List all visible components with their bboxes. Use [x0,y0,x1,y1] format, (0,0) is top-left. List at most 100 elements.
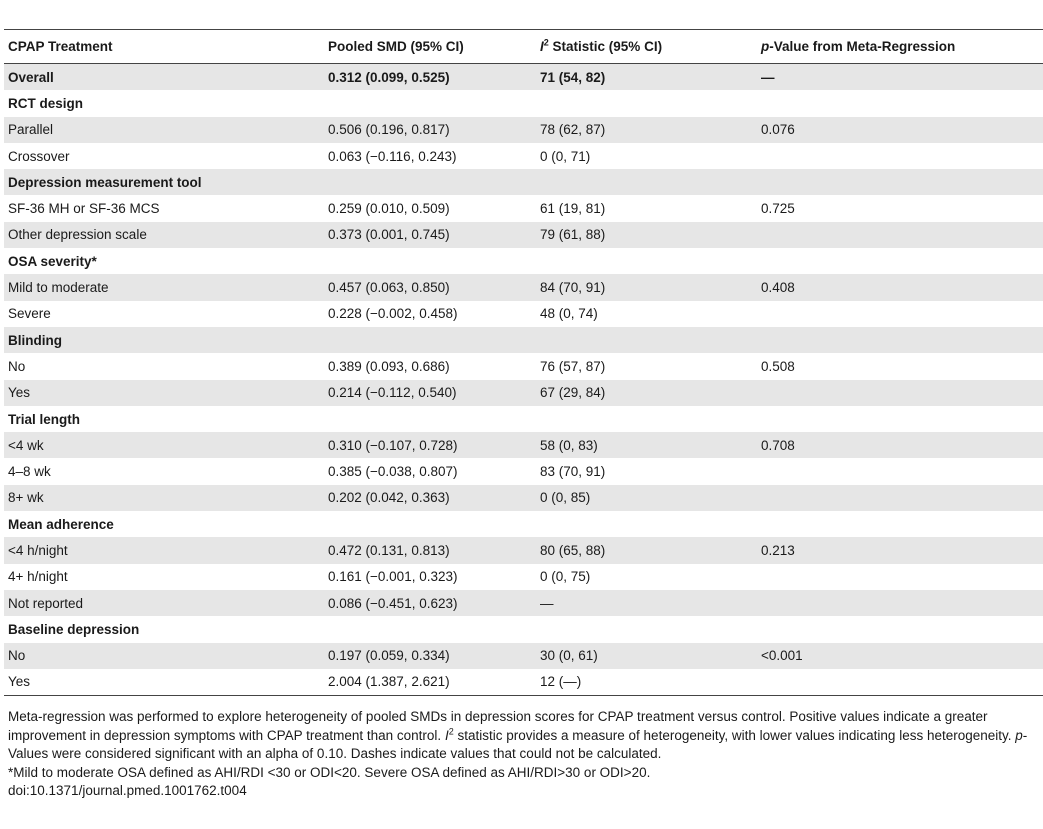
row-i2-cell: 0 (0, 75) [540,569,591,585]
row-i2-cell [536,169,757,196]
row-label-cell: 4+ h/night [8,569,68,585]
results-table: CPAP Treatment Pooled SMD (95% CI) I2 St… [4,30,1043,697]
row-smd-cell: 0.389 (0.093, 0.686) [328,358,450,374]
row-smd-cell [324,248,536,274]
header-i2-italic: I [540,39,544,54]
row-smd-cell: 0.197 (0.059, 0.334) [324,642,536,669]
row-i2-cell: 30 (0, 61) [536,642,757,669]
footnote-methods: Meta-regression was performed to explore… [8,708,1042,764]
table-row: Severe 0.228 (−0.002, 0.458) 48 (0, 74) [4,301,1043,327]
table-row: 4+ h/night 0.161 (−0.001, 0.323) 0 (0, 75) [4,564,1043,590]
row-p-value-cell: 0.213 [757,537,1043,564]
row-i2-cell: 48 (0, 74) [540,306,598,322]
row-label-cell: OSA severity* [8,253,97,269]
header-i2-sup: 2 [543,37,549,48]
row-p-value-cell: 0.708 [757,432,1043,459]
table-container: CPAP Treatment Pooled SMD (95% CI) I2 St… [0,29,1043,801]
row-i2-cell [536,406,757,432]
row-smd-cell: 0.385 (−0.038, 0.807) [328,464,458,480]
row-smd-cell [324,169,536,196]
table-row: Yes 0.214 (−0.112, 0.540) 67 (29, 84) [4,379,1043,406]
table-row: SF-36 MH or SF-36 MCS 0.259 (0.010, 0.509… [4,195,1043,221]
row-i2-cell: 83 (70, 91) [540,464,606,480]
row-label-cell: Overall [4,63,324,91]
row-p-value-cell: 0.408 [757,274,1043,301]
row-p-value-cell [757,484,1043,512]
row-i2-cell [536,511,757,537]
table-row: <4 wk 0.310 (−0.107, 0.728) 58 (0, 83) 0.70… [4,432,1043,459]
row-label-cell: Yes [4,668,324,697]
table-group-row: RCT design [4,90,1043,116]
row-i2-cell [536,248,757,274]
row-label-cell: 4–8 wk [8,464,51,480]
footnote-methods-i: I [444,727,449,743]
table-row: Parallel 0.506 (0.196, 0.817) 78 (62, 87) 0… [4,116,1043,143]
row-i2-cell: 76 (57, 87) [540,358,606,374]
table-row: Yes 2.004 (1.387, 2.621) 12 (—) [4,668,1043,697]
row-smd-cell: 0.259 (0.010, 0.509) [328,201,450,217]
row-smd-cell: 2.004 (1.387, 2.621) [324,668,536,697]
footnote-methods-c: -Values were considered significant with… [8,727,1028,762]
row-i2-cell: 0 (0, 71) [540,148,591,164]
row-label-cell: Baseline depression [8,621,140,637]
table-group-row: Overall 0.312 (0.099, 0.525) 71 (54, 82) — [4,63,1043,91]
header-pooled-smd: Pooled SMD (95% CI) [324,30,536,64]
row-p-value-cell [757,406,1043,432]
row-p-value-cell [757,90,1043,116]
row-smd-cell: 0.506 (0.196, 0.817) [324,116,536,143]
row-p-value-cell [757,169,1043,196]
row-p-value-cell: 0.508 [761,358,795,374]
row-p-value-cell [757,668,1043,697]
footnote-methods-p: p [1015,727,1023,743]
footnote-methods-a: Meta-regression was performed to explore… [8,709,988,743]
table-row: <4 h/night 0.472 (0.131, 0.813) 80 (65, 88… [4,537,1043,564]
row-i2-cell [536,90,757,116]
row-smd-cell: 0.457 (0.063, 0.850) [324,274,536,301]
row-label-cell: SF-36 MH or SF-36 MCS [8,201,160,217]
row-label-cell: Crossover [8,148,70,164]
row-smd-cell [324,326,536,354]
row-smd-cell [324,406,536,432]
row-p-value-cell [757,564,1043,590]
table-group-row: Depression measurement tool [4,169,1043,196]
row-p-value-cell [757,616,1043,642]
row-p-value-cell: 0.076 [757,116,1043,143]
row-p-value-cell: — [757,63,1043,91]
row-p-value-cell [757,143,1043,169]
table-group-row: Baseline depression [4,616,1043,642]
doi-link[interactable]: doi:10.1371/journal.pmed.1001762.t004 [8,783,247,799]
row-label-cell: Severe [8,306,51,322]
table-group-row: Trial length [4,406,1043,432]
header-i2-rest: Statistic (95% CI) [548,39,663,54]
row-i2-cell: 0 (0, 85) [536,484,757,512]
table-row: Other depression scale 0.373 (0.001, 0.74… [4,221,1043,249]
row-smd-cell [324,511,536,537]
row-i2-cell: 71 (54, 82) [536,63,757,91]
row-smd-cell: 0.161 (−0.001, 0.323) [328,569,458,585]
row-i2-cell: 67 (29, 84) [536,379,757,406]
row-p-value-cell [757,301,1043,327]
table-row: 8+ wk 0.202 (0.042, 0.363) 0 (0, 85) [4,484,1043,512]
row-label-cell: <4 h/night [4,537,324,564]
table-row: No 0.197 (0.059, 0.334) 30 (0, 61) <0.001 [4,642,1043,669]
row-label-cell: Other depression scale [4,221,324,249]
row-p-value-cell [757,458,1043,484]
row-smd-cell: 0.063 (−0.116, 0.243) [328,148,457,164]
table-group-row: OSA severity* [4,248,1043,274]
header-row: CPAP Treatment Pooled SMD (95% CI) I2 St… [4,30,1043,64]
row-p-value-cell [757,248,1043,274]
table-row: Crossover 0.063 (−0.116, 0.243) 0 (0, 71) [4,143,1043,169]
row-label-cell: No [8,358,26,374]
row-i2-cell: 84 (70, 91) [536,274,757,301]
row-p-value-cell: <0.001 [757,642,1043,669]
row-i2-cell: 12 (—) [536,668,757,697]
row-label-cell: Blinding [4,326,324,354]
table-row: Mild to moderate 0.457 (0.063, 0.850) 84 (… [4,274,1043,301]
row-smd-cell: 0.202 (0.042, 0.363) [324,484,536,512]
row-smd-cell [324,616,536,642]
row-label-cell: Parallel [4,116,324,143]
row-i2-cell: 79 (61, 88) [536,221,757,249]
row-smd-cell: 0.214 (−0.112, 0.540) [324,379,536,406]
footnote-methods-sup: 2 [448,726,454,737]
table-row: No 0.389 (0.093, 0.686) 76 (57, 87) 0.508 [4,353,1043,379]
